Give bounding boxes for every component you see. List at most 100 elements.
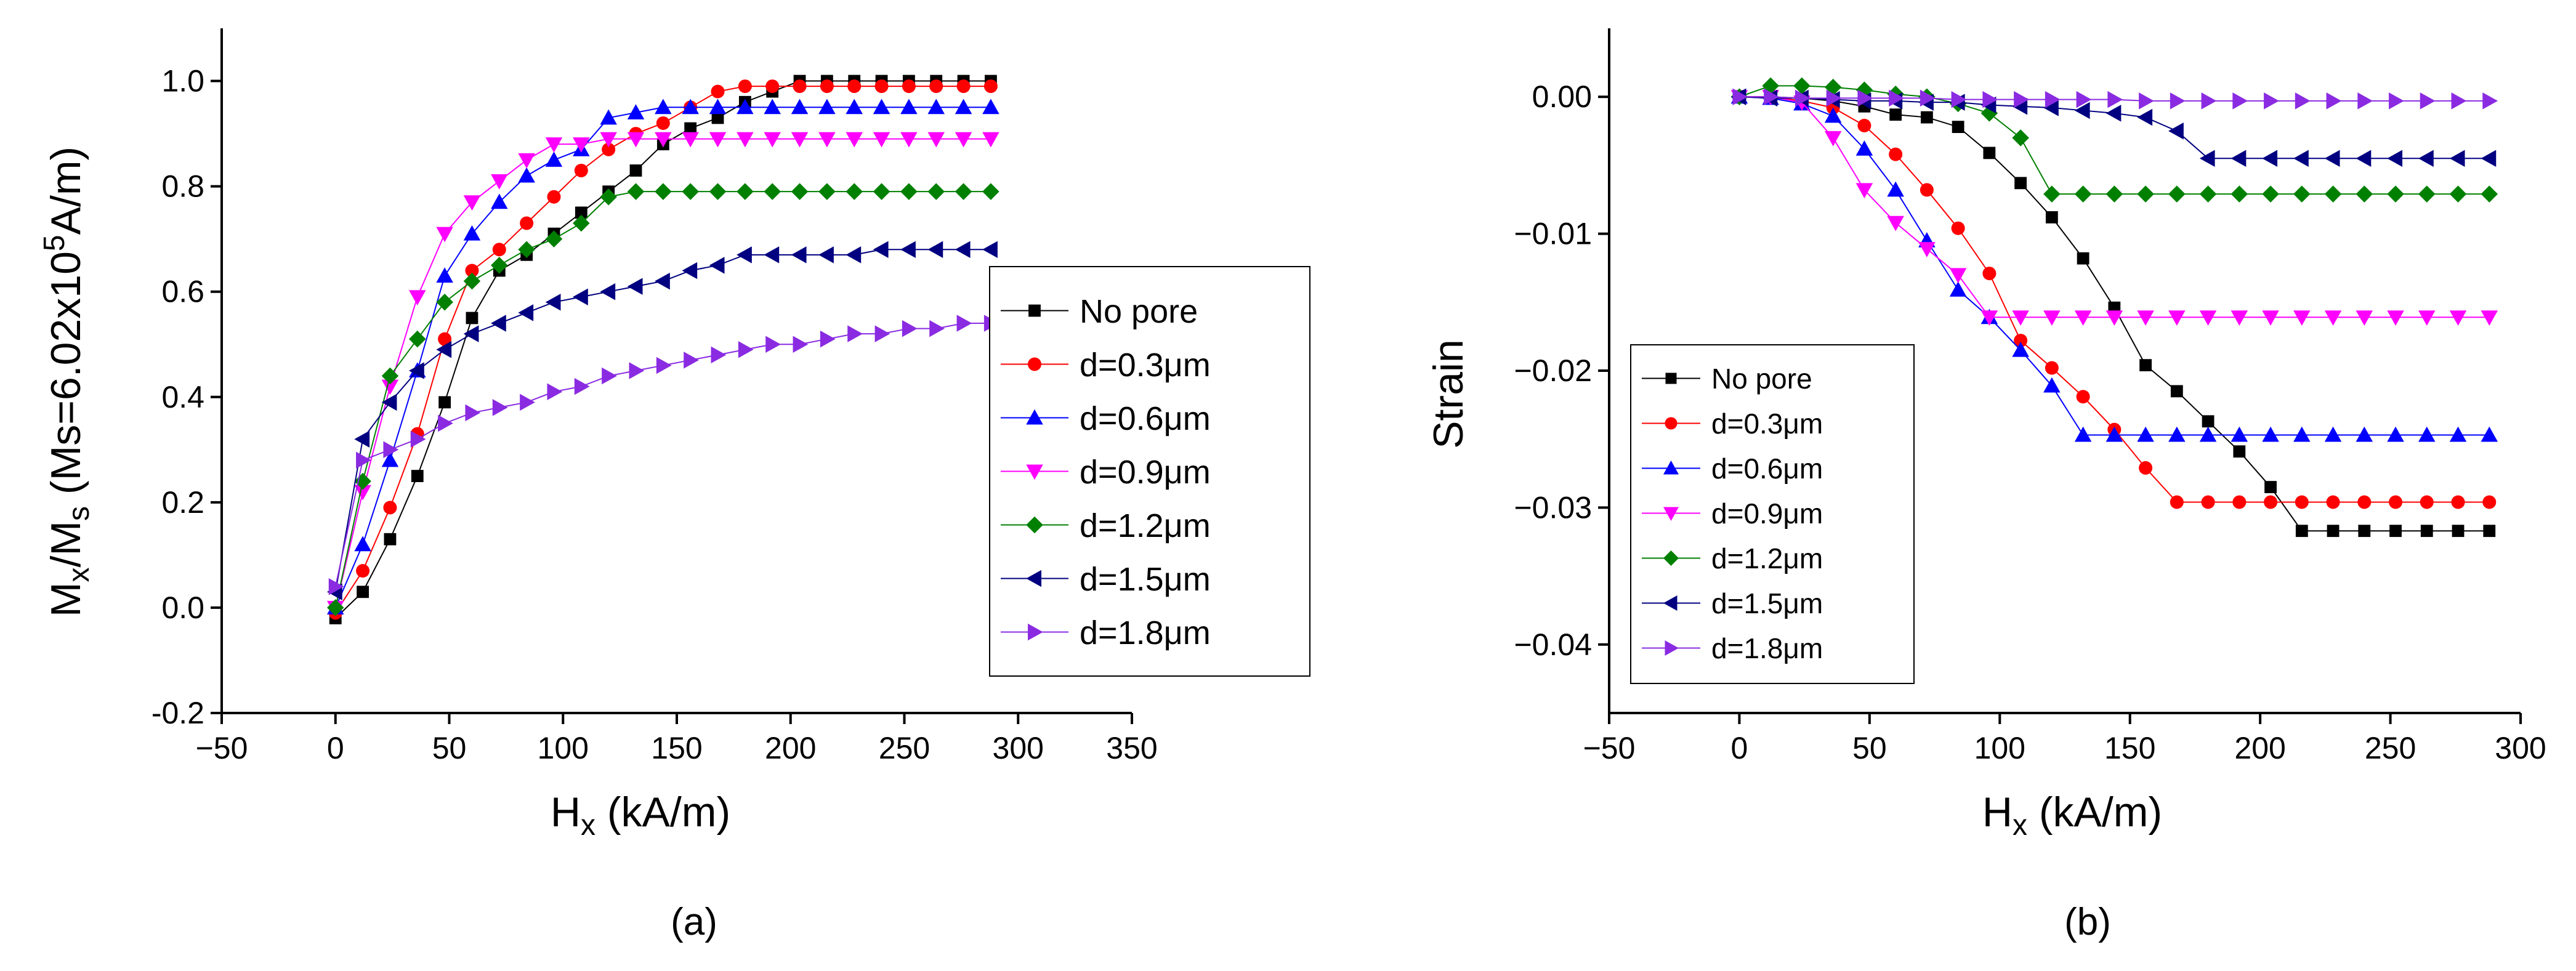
panel-a-data-point — [545, 294, 561, 311]
panel-b-data-point — [1982, 91, 1998, 108]
panel-b-data-point — [1889, 108, 1902, 121]
panel-a-data-point — [436, 341, 452, 358]
panel-b-data-point — [2137, 108, 2153, 126]
panel-b-data-point — [2045, 91, 2061, 108]
panel-b-data-point — [2389, 495, 2403, 509]
panel-b-data-point — [1824, 131, 1842, 147]
panel-b-data-point — [1982, 267, 1997, 281]
panel-b-data-point — [2293, 150, 2309, 167]
panel-b-legend-box — [1630, 344, 1915, 684]
panel-b-data-point — [2076, 91, 2092, 108]
panel-b-data-point — [2326, 92, 2342, 110]
panel-b-data-point — [2324, 150, 2340, 167]
panel-a-data-point — [791, 132, 809, 148]
panel-a-data-point — [518, 167, 535, 183]
panel-b-data-point — [2262, 185, 2279, 203]
panel-a-data-point — [383, 441, 399, 459]
panel-a-x-tick-label: 0 — [327, 731, 344, 765]
panel-b-data-point — [2137, 426, 2154, 442]
panel-a-legend-label: d=1.2μm — [1080, 507, 1211, 544]
panel-a-data-point — [629, 362, 645, 379]
panel-a-y-tick-label: -0.2 — [151, 696, 204, 730]
panel-a-data-point — [357, 586, 369, 598]
panel-b-data-point — [2168, 123, 2184, 140]
panel-b-data-point — [2170, 92, 2186, 110]
panel-b-x-tick-label: 200 — [2234, 731, 2285, 765]
panel-a-data-point — [684, 122, 697, 135]
panel-a-x-tick-label: −50 — [196, 731, 248, 765]
panel-b-data-point — [2231, 185, 2248, 203]
panel-b-y-tick-label: −0.03 — [1514, 490, 1592, 525]
panel-b-data-point — [2358, 525, 2371, 538]
panel-b-legend-marker — [1665, 373, 1677, 384]
panel-b-data-point — [2420, 525, 2433, 538]
panel-a-data-point — [874, 325, 890, 342]
panel-b-label: (b) — [2064, 901, 2111, 943]
panel-a-label: (a) — [671, 901, 717, 943]
panel-a-data-point — [655, 183, 672, 200]
panel-a-data-point — [520, 393, 535, 411]
panel-b-x-tick-label: 100 — [1974, 731, 2025, 765]
panel-b-data-point — [2295, 495, 2309, 509]
panel-a-data-point — [818, 132, 836, 148]
panel-b-data-point — [2449, 150, 2465, 167]
panel-a-data-point — [818, 246, 834, 264]
panel-b-data-point — [1889, 147, 1903, 161]
panel-b-data-point — [2389, 92, 2404, 110]
panel-b-data-point — [2201, 495, 2215, 509]
panel-a-data-point — [409, 362, 424, 379]
panel-b-data-point — [1887, 181, 1904, 197]
panel-b-data-point — [2482, 495, 2497, 509]
panel-b-y-tick-label: −0.01 — [1514, 217, 1592, 251]
panel-b-data-point — [2356, 310, 2373, 326]
panel-b-data-point — [2231, 310, 2248, 326]
panel-b-data-point — [2327, 525, 2340, 538]
panel-a-data-point — [820, 79, 834, 94]
panel-a-data-point — [574, 163, 588, 177]
panel-a-data-point — [846, 132, 863, 148]
panel-b-data-point — [2264, 481, 2277, 493]
panel-a-legend-marker — [1028, 623, 1043, 641]
panel-a-data-point — [711, 84, 725, 99]
panel-a-data-point — [927, 132, 945, 148]
panel-b-data-point — [1918, 242, 1936, 257]
panel-b-data-point — [2074, 310, 2092, 326]
panel-a-data-point — [847, 325, 863, 342]
panel-b-data-point — [2389, 525, 2402, 538]
panel-a-data-point — [929, 320, 945, 337]
panel-a-data-point — [682, 262, 698, 280]
panel-a-x-axis-label: Hx (kA/m) — [551, 789, 730, 842]
panel-a-legend-label: d=0.9μm — [1080, 454, 1211, 491]
panel-a-data-point — [764, 99, 781, 115]
panel-a-data-point — [682, 132, 699, 148]
panel-a-data-point — [656, 116, 670, 130]
panel-b-data-point — [2262, 150, 2278, 167]
panel-a-data-point — [545, 151, 563, 167]
panel-a-legend-marker — [1026, 409, 1043, 425]
panel-a-data-point — [354, 485, 371, 501]
panel-a-y-tick-label: 0.8 — [161, 169, 204, 204]
panel-b-data-point — [1795, 89, 1811, 107]
panel-b-data-point — [2452, 525, 2465, 538]
panel-a-data-point — [518, 153, 535, 169]
panel-b-legend-marker — [1663, 507, 1679, 521]
panel-a-data-point — [791, 99, 809, 115]
panel-b-data-point — [2233, 445, 2246, 458]
panel-b-data-point — [2324, 426, 2342, 442]
panel-a-x-tick-label: 300 — [993, 731, 1044, 765]
panel-a-data-point — [655, 99, 672, 115]
panel-a-data-point — [955, 132, 972, 148]
panel-b-data-point — [2074, 426, 2092, 442]
panel-a-data-point — [682, 183, 699, 200]
panel-a-data-point — [874, 79, 889, 94]
panel-a-data-point — [600, 109, 617, 125]
panel-a-data-point — [463, 195, 481, 211]
panel-b-data-point — [1855, 140, 1873, 156]
panel-b-data-point — [1951, 91, 1967, 108]
panel-b-y-axis-label: Strain — [1425, 339, 1472, 449]
panel-b-data-point — [2357, 495, 2372, 509]
panel-b-data-point — [2295, 525, 2308, 538]
panel-b-data-point — [2077, 252, 2089, 265]
panel-a-data-point — [737, 183, 754, 200]
panel-a-data-point — [818, 99, 836, 115]
